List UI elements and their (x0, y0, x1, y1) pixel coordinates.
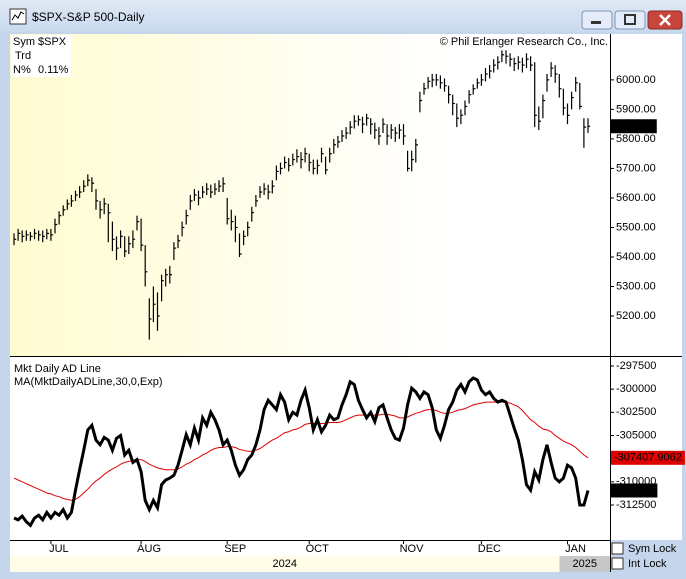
y-tick-label: -302500 (616, 406, 656, 418)
title-bar (0, 0, 686, 32)
ad-panel (10, 357, 610, 540)
y-tick-label: 6000.00 (616, 74, 656, 86)
last-value-label: -310934 (614, 484, 654, 496)
x-tick-label: OCT (306, 543, 330, 555)
window-title: $SPX-S&P 500-Daily (32, 10, 145, 24)
copyright: © Phil Erlanger Research Co., Inc. (440, 36, 608, 48)
year-label: 2025 (573, 558, 597, 570)
y-tick-label: -297500 (616, 360, 656, 372)
y-tick-label: 5200.00 (616, 310, 656, 322)
x-tick-label: DEC (478, 543, 501, 555)
x-tick-label: JUL (49, 543, 69, 555)
legend-entry: MA(MktDailyADLine,30,0,Exp) (14, 376, 163, 388)
x-tick-label: JAN (565, 543, 586, 555)
last-value-box (611, 483, 658, 498)
last-value-box (611, 450, 685, 465)
year-row (10, 556, 610, 572)
app-icon (9, 8, 27, 25)
y-tick-label: -300000 (616, 383, 656, 395)
last-value-label: 5842.91 (614, 120, 654, 132)
x-tick-label: AUG (137, 543, 161, 555)
ad-line (13, 376, 590, 528)
info-label: N% (13, 64, 31, 76)
y-tick-label: 5800.00 (616, 133, 656, 145)
checkbox-label[interactable]: Int Lock (628, 558, 667, 570)
info-box: Sym $SPX Trd N% 0.11% (11, 35, 71, 77)
ma-line (13, 401, 589, 501)
y-tick-label: -305000 (616, 429, 656, 441)
y-tick-label: 5700.00 (616, 162, 656, 174)
last-value-label: -307407.9062 (614, 452, 682, 464)
x-tick-label: NOV (400, 543, 425, 555)
y-tick-label: -312500 (616, 499, 656, 511)
x-tick-label: SEP (224, 543, 246, 555)
checkbox-label[interactable]: Sym Lock (628, 543, 677, 555)
y-tick-label: 5400.00 (616, 251, 656, 263)
y-tick-label: 5900.00 (616, 103, 656, 115)
maximize-button[interactable] (614, 10, 646, 30)
y-tick-label: 5500.00 (616, 221, 656, 233)
y-tick-label: 5600.00 (616, 192, 656, 204)
year-cell (559, 556, 610, 572)
price-panel (10, 34, 610, 356)
last-value-box (611, 119, 657, 134)
info-label: Trd (15, 50, 31, 62)
minimize-button[interactable] (581, 10, 613, 30)
checkbox[interactable] (611, 542, 624, 555)
legend-entry: Mkt Daily AD Line (14, 363, 101, 375)
checkbox[interactable] (611, 557, 624, 570)
close-button[interactable] (647, 10, 683, 30)
year-label: 2024 (273, 558, 297, 570)
y-tick-label: 5300.00 (616, 280, 656, 292)
info-value: 0.11% (38, 64, 69, 76)
info-value: $SPX (38, 36, 67, 48)
info-label: Sym (13, 36, 35, 48)
